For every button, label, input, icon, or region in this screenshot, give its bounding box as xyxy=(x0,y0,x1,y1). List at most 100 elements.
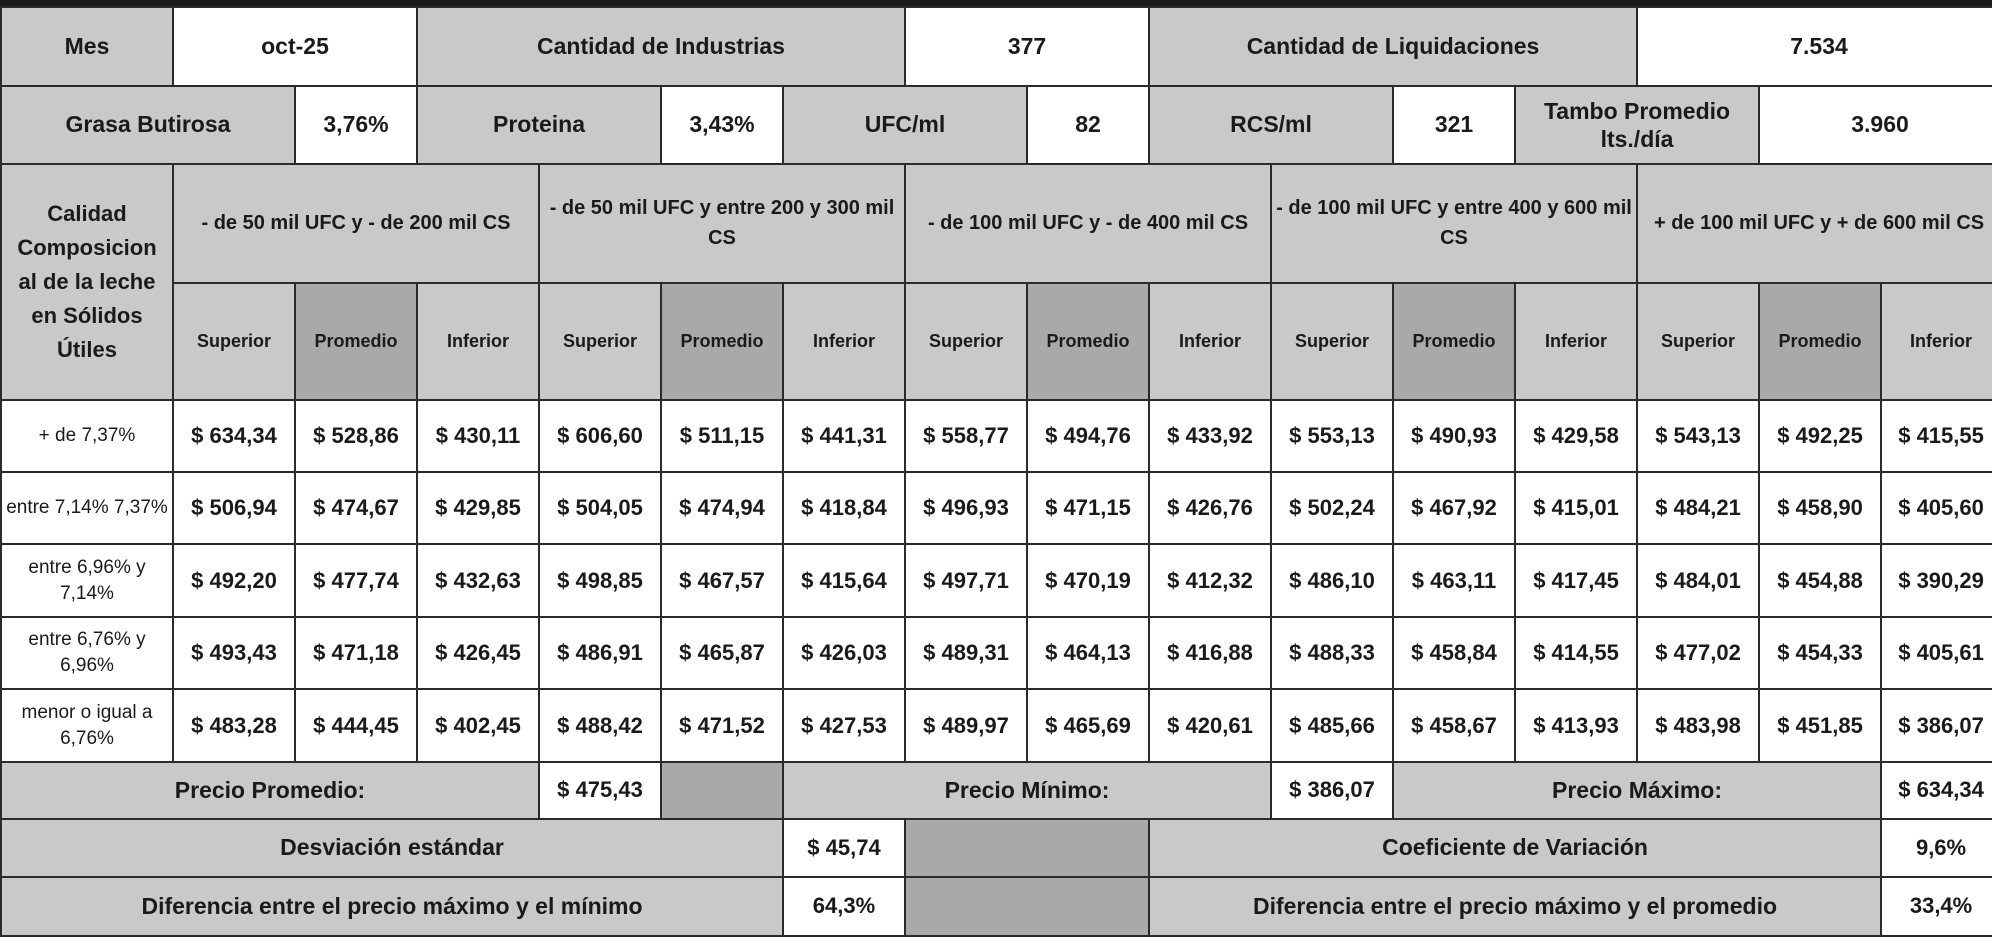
precio-minimo-label: Precio Mínimo: xyxy=(782,760,1272,821)
price-cell: $ 483,98 xyxy=(1636,688,1761,763)
sub-superior: Superior xyxy=(172,281,296,401)
price-cell: $ 433,92 xyxy=(1148,398,1272,473)
price-cell: $ 558,77 xyxy=(904,398,1028,473)
price-cell: $ 467,57 xyxy=(660,543,784,618)
sub-promedio: Promedio xyxy=(1758,281,1883,401)
group-header-row: Calidad Composicion al de la leche en Só… xyxy=(0,163,1992,401)
mes-label: Mes xyxy=(0,6,174,87)
price-cell: $ 489,97 xyxy=(904,688,1028,763)
sub-superior: Superior xyxy=(1636,281,1761,401)
tambo-label-line-2: lts./día xyxy=(1600,125,1674,152)
precio-maximo-label: Precio Máximo: xyxy=(1391,760,1883,821)
summary-prices-row: Precio Promedio: $ 475,43 Precio Mínimo:… xyxy=(0,760,1992,821)
grasa-value: 3,76% xyxy=(294,84,418,165)
price-cell: $ 471,15 xyxy=(1026,470,1150,546)
price-cell: $ 488,42 xyxy=(538,688,662,763)
price-cell: $ 492,20 xyxy=(172,543,296,618)
price-cell: $ 426,45 xyxy=(416,615,540,691)
price-cell: $ 458,84 xyxy=(1392,615,1516,691)
dif-prom-label: Diferencia entre el precio máximo y el p… xyxy=(1147,875,1883,937)
price-cell: $ 606,60 xyxy=(538,398,662,473)
precio-promedio-label: Precio Promedio: xyxy=(0,760,540,821)
price-cell: $ 464,13 xyxy=(1026,615,1150,691)
mes-value: oct-25 xyxy=(172,6,418,87)
price-cell: $ 458,67 xyxy=(1392,688,1516,763)
price-cell: $ 426,76 xyxy=(1148,470,1272,546)
dif-min-value: 64,3% xyxy=(782,875,906,937)
price-cell: $ 471,52 xyxy=(660,688,784,763)
price-cell: $ 454,88 xyxy=(1758,543,1883,618)
price-cell: $ 413,93 xyxy=(1513,688,1639,763)
price-cell: $ 430,11 xyxy=(416,398,540,473)
price-cell: $ 386,07 xyxy=(1880,688,1992,763)
sub-promedio: Promedio xyxy=(1392,281,1516,401)
coeficiente-value: 9,6% xyxy=(1880,818,1992,878)
row-label: entre 6,76% y 6,96% xyxy=(0,615,174,691)
sub-inferior: Inferior xyxy=(1148,281,1272,401)
table-row: + de 7,37% $ 634,34 $ 528,86 $ 430,11 $ … xyxy=(0,398,1992,473)
coeficiente-label: Coeficiente de Variación xyxy=(1147,818,1883,878)
price-cell: $ 494,76 xyxy=(1026,398,1150,473)
empty-shaded-cell xyxy=(904,875,1150,937)
price-cell: $ 477,74 xyxy=(294,543,418,618)
table-row: entre 6,76% y 6,96% $ 493,43 $ 471,18 $ … xyxy=(0,615,1992,691)
price-cell: $ 486,91 xyxy=(538,615,662,691)
dif-min-label: Diferencia entre el precio máximo y el m… xyxy=(0,875,784,937)
top-border xyxy=(0,0,1992,6)
price-cell: $ 429,85 xyxy=(416,470,540,546)
price-cell: $ 465,69 xyxy=(1026,688,1150,763)
tambo-label-line-1: Tambo Promedio xyxy=(1543,97,1731,124)
calidad-label: Calidad Composicion al de la leche en Só… xyxy=(0,163,174,401)
empty-shaded-cell xyxy=(660,760,784,821)
price-cell: $ 432,63 xyxy=(416,543,540,618)
sub-inferior: Inferior xyxy=(416,281,540,401)
summary-differences-row: Diferencia entre el precio máximo y el m… xyxy=(0,875,1992,937)
rcs-value: 321 xyxy=(1392,84,1516,165)
table-row: entre 7,14% 7,37% $ 506,94 $ 474,67 $ 42… xyxy=(0,470,1992,546)
sub-superior: Superior xyxy=(538,281,662,401)
ufc-label: UFC/ml xyxy=(782,84,1028,165)
price-cell: $ 528,86 xyxy=(294,398,418,473)
price-cell: $ 465,87 xyxy=(660,615,784,691)
price-cell: $ 477,02 xyxy=(1636,615,1761,691)
price-cell: $ 484,01 xyxy=(1636,543,1761,618)
sub-inferior: Inferior xyxy=(1513,281,1639,401)
tambo-value: 3.960 xyxy=(1758,84,1992,165)
sub-superior: Superior xyxy=(904,281,1028,401)
header-row: Mes oct-25 Cantidad de Industrias 377 Ca… xyxy=(0,6,1992,87)
price-cell: $ 463,11 xyxy=(1392,543,1516,618)
price-cell: $ 426,03 xyxy=(782,615,906,691)
ufc-value: 82 xyxy=(1026,84,1150,165)
price-cell: $ 483,28 xyxy=(172,688,296,763)
price-cell: $ 415,55 xyxy=(1880,398,1992,473)
price-cell: $ 502,24 xyxy=(1270,470,1394,546)
price-cell: $ 474,67 xyxy=(294,470,418,546)
tambo-label: Tambo Promedio lts./día xyxy=(1513,84,1761,165)
price-cell: $ 496,93 xyxy=(904,470,1028,546)
precio-promedio-value: $ 475,43 xyxy=(538,760,662,821)
price-cell: $ 420,61 xyxy=(1148,688,1272,763)
price-cell: $ 451,85 xyxy=(1758,688,1883,763)
price-cell: $ 417,45 xyxy=(1513,543,1639,618)
price-cell: $ 492,25 xyxy=(1758,398,1883,473)
price-cell: $ 412,32 xyxy=(1148,543,1272,618)
industrias-label: Cantidad de Industrias xyxy=(416,6,906,87)
sub-inferior: Inferior xyxy=(782,281,906,401)
price-cell: $ 429,58 xyxy=(1513,398,1639,473)
price-cell: $ 511,15 xyxy=(660,398,784,473)
row-label: entre 7,14% 7,37% xyxy=(0,470,174,546)
group-header-3: - de 100 mil UFC y - de 400 mil CS xyxy=(904,163,1272,284)
price-cell: $ 418,84 xyxy=(782,470,906,546)
price-cell: $ 634,34 xyxy=(172,398,296,473)
precio-maximo-value: $ 634,34 xyxy=(1880,760,1992,821)
table-row: entre 6,96% y 7,14% $ 492,20 $ 477,74 $ … xyxy=(0,543,1992,618)
liquidaciones-value: 7.534 xyxy=(1636,6,1992,87)
price-cell: $ 390,29 xyxy=(1880,543,1992,618)
row-label: + de 7,37% xyxy=(0,398,174,473)
price-cell: $ 504,05 xyxy=(538,470,662,546)
price-cell: $ 414,55 xyxy=(1513,615,1639,691)
price-cell: $ 415,01 xyxy=(1513,470,1639,546)
dif-prom-value: 33,4% xyxy=(1880,875,1992,937)
price-cell: $ 467,92 xyxy=(1392,470,1516,546)
